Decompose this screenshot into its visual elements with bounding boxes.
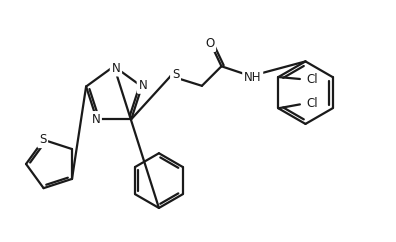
- Text: Cl: Cl: [307, 97, 318, 110]
- Text: N: N: [91, 113, 100, 126]
- Text: N: N: [112, 62, 120, 75]
- Text: N: N: [139, 79, 147, 92]
- Text: O: O: [205, 37, 214, 50]
- Text: S: S: [172, 68, 179, 81]
- Text: S: S: [39, 133, 46, 146]
- Text: NH: NH: [244, 70, 261, 83]
- Text: Cl: Cl: [307, 74, 318, 86]
